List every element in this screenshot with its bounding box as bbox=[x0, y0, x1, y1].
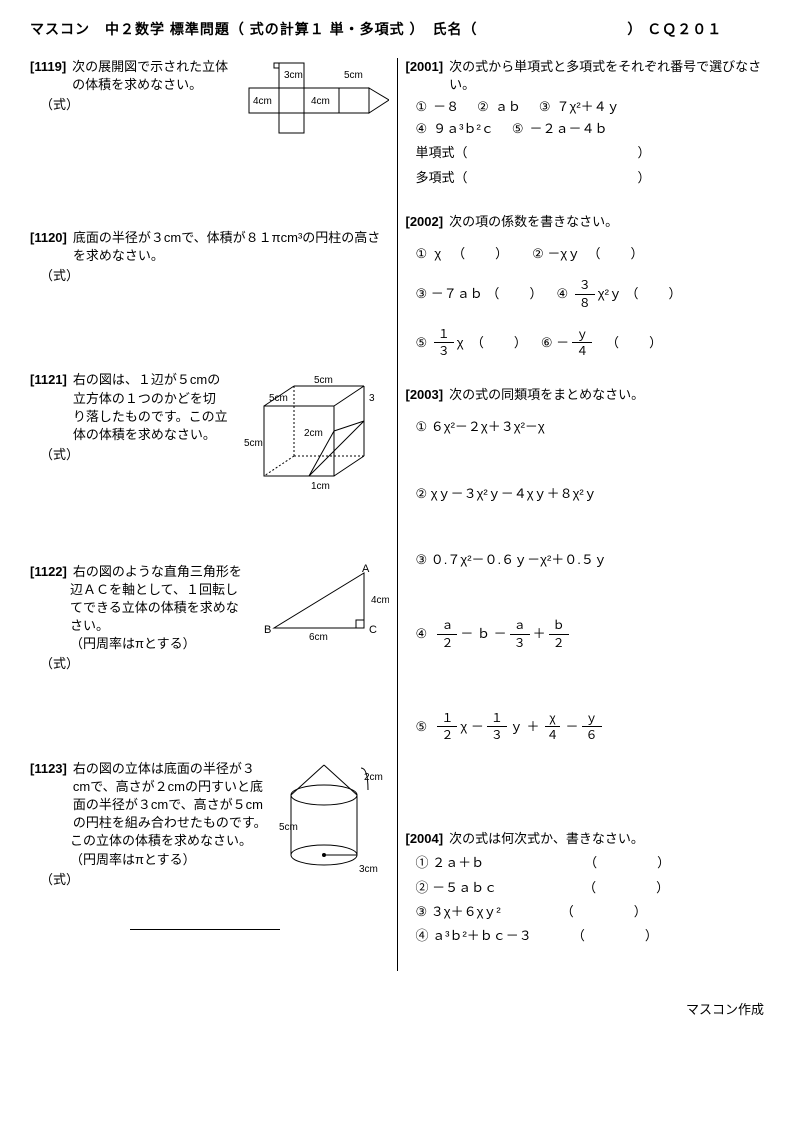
prob-text: 次の式は何次式か、書きなさい。 bbox=[449, 830, 644, 848]
svg-text:6cm: 6cm bbox=[309, 632, 328, 643]
answer-line: 単項式（） bbox=[416, 144, 765, 162]
shiki-label: （式） bbox=[40, 655, 249, 673]
prob-num: [1120] bbox=[30, 229, 67, 247]
svg-text:3cm: 3cm bbox=[359, 864, 378, 875]
figure-1122: A B C 4cm 6cm bbox=[259, 563, 389, 648]
shiki-label: （式） bbox=[40, 446, 229, 464]
figure-1121: 5cm 5cm 5cm 3 2cm 1cm bbox=[239, 371, 389, 496]
answer-line: 多項式（） bbox=[416, 169, 765, 187]
problem-1120: [1120] 底面の半径が３cmで、体積が８１πcm³の円柱の高さを求めなさい。… bbox=[30, 229, 389, 286]
problem-1121: [1121] 右の図は、１辺が５cmの立方体の１つのかどを切り落したものです。こ… bbox=[30, 371, 389, 496]
prob-num: [1119] bbox=[30, 58, 66, 76]
shiki-label: （式） bbox=[40, 96, 229, 114]
header-close-paren: ） bbox=[627, 21, 642, 37]
left-column: [1119] 次の展開図で示された立体の体積を求めなさい。 （式） bbox=[30, 58, 389, 972]
prob-text-cont: 辺ＡＣを軸として、１回転してできる立体の体積を求めなさい。 bbox=[70, 581, 249, 636]
svg-text:4cm: 4cm bbox=[253, 96, 272, 107]
shiki-label: （式） bbox=[40, 267, 389, 285]
header-title: マスコン 中２数学 標準問題（ 式の計算１ 単・多項式 ） 氏名（ bbox=[30, 21, 478, 37]
svg-text:3: 3 bbox=[369, 393, 375, 404]
prob-num: [1121] bbox=[30, 371, 67, 389]
prob-num: [2001] bbox=[406, 58, 444, 76]
option-row: ③ ３χ＋６χｙ²（） bbox=[416, 903, 765, 921]
svg-text:5cm: 5cm bbox=[314, 375, 333, 386]
prob-text: 右の図は、１辺が５cmの立方体の１つのかどを切り落したものです。この立体の体積を… bbox=[73, 371, 229, 444]
answer-line bbox=[130, 929, 280, 930]
column-divider bbox=[397, 58, 398, 972]
prob-text: 右の図の立体は底面の半径が３cmで、高さが２cmの円すいと底面の半径が３cmで、… bbox=[73, 760, 269, 833]
equation: ② χｙ－３χ²ｙ－４χｙ＋８χ²ｙ bbox=[416, 485, 765, 503]
prob-text: 右の図のような直角三角形を bbox=[73, 563, 242, 581]
equation: ③ ０.７χ²－０.６ｙ－χ²＋０.５ｙ bbox=[416, 551, 765, 569]
problem-1123: [1123] 右の図の立体は底面の半径が３cmで、高さが２cmの円すいと底面の半… bbox=[30, 760, 389, 889]
prob-text: 次の展開図で示された立体の体積を求めなさい。 bbox=[72, 58, 228, 94]
right-column: [2001] 次の式から単項式と多項式をそれぞれ番号で選びなさい。 ①－８ ②ａ… bbox=[406, 58, 765, 972]
problem-2002: [2002] 次の項の係数を書きなさい。 ① χ （） ② －χｙ （） ③ －… bbox=[406, 213, 765, 361]
equation: ① ６χ²－２χ＋３χ²－χ bbox=[416, 418, 765, 436]
svg-text:3cm: 3cm bbox=[284, 70, 303, 81]
prob-num: [2002] bbox=[406, 213, 444, 231]
svg-text:A: A bbox=[362, 563, 370, 575]
options-row: ④９ａ³ｂ²ｃ ⑤－２ａ－４ｂ bbox=[416, 120, 765, 138]
figure-1119: 3cm 5cm 4cm 4cm bbox=[239, 58, 389, 143]
prob-text-cont2: （円周率はπとする） bbox=[70, 635, 249, 653]
prob-text: 次の項の係数を書きなさい。 bbox=[449, 213, 618, 231]
option-pair: ① χ （） ② －χｙ （） bbox=[416, 245, 765, 263]
options-row: ①－８ ②ａｂ ③７χ²＋４ｙ bbox=[416, 98, 765, 116]
svg-text:B: B bbox=[264, 624, 271, 636]
svg-text:4cm: 4cm bbox=[311, 96, 330, 107]
svg-text:2cm: 2cm bbox=[304, 428, 323, 439]
prob-num: [1122] bbox=[30, 563, 67, 581]
option-pair: ⑤ １３χ （） ⑥ －ｙ４ （） bbox=[416, 326, 765, 361]
columns: [1119] 次の展開図で示された立体の体積を求めなさい。 （式） bbox=[30, 58, 764, 972]
figure-1123: 2cm 5cm 3cm bbox=[279, 760, 389, 885]
prob-num: [1123] bbox=[30, 760, 67, 778]
svg-text:4cm: 4cm bbox=[371, 595, 389, 606]
option-row: ② －５ａｂｃ（） bbox=[416, 879, 765, 897]
shiki-label: （式） bbox=[40, 871, 269, 889]
svg-text:5cm: 5cm bbox=[344, 70, 363, 81]
problem-2004: [2004] 次の式は何次式か、書きなさい。 ① ２ａ＋ｂ（） ② －５ａｂｃ（… bbox=[406, 830, 765, 945]
prob-num: [2003] bbox=[406, 386, 444, 404]
option-row: ① ２ａ＋ｂ（） bbox=[416, 854, 765, 872]
option-row: ④ ａ³ｂ²＋ｂｃ－３（） bbox=[416, 927, 765, 945]
svg-text:5cm: 5cm bbox=[244, 438, 263, 449]
prob-text-cont: この立体の体積を求めなさい。 bbox=[70, 832, 269, 850]
problem-2001: [2001] 次の式から単項式と多項式をそれぞれ番号で選びなさい。 ①－８ ②ａ… bbox=[406, 58, 765, 187]
prob-text: 次の式の同類項をまとめなさい。 bbox=[449, 386, 644, 404]
prob-text: 次の式から単項式と多項式をそれぞれ番号で選びなさい。 bbox=[449, 58, 764, 94]
prob-text-cont2: （円周率はπとする） bbox=[70, 851, 269, 869]
problem-1119: [1119] 次の展開図で示された立体の体積を求めなさい。 （式） bbox=[30, 58, 389, 143]
header-code: ＣＱ２０１ bbox=[647, 21, 722, 37]
svg-text:5cm: 5cm bbox=[269, 393, 288, 404]
svg-text:5cm: 5cm bbox=[279, 822, 298, 833]
prob-num: [2004] bbox=[406, 830, 444, 848]
problem-1122: [1122] 右の図のような直角三角形を 辺ＡＣを軸として、１回転してできる立体… bbox=[30, 563, 389, 674]
svg-text:C: C bbox=[369, 624, 377, 636]
footer: マスコン作成 bbox=[30, 1001, 764, 1019]
option-pair: ③ －７ａｂ （） ④ ３８χ²ｙ （） bbox=[416, 277, 765, 312]
prob-text: 底面の半径が３cmで、体積が８１πcm³の円柱の高さを求めなさい。 bbox=[73, 229, 389, 265]
svg-text:1cm: 1cm bbox=[311, 481, 330, 491]
equation: ④ ａ２ － ｂ － ａ３ ＋ ｂ２ bbox=[416, 617, 765, 652]
equation: ⑤ １２ χ － １３ ｙ ＋ χ４ － ｙ６ bbox=[416, 710, 765, 745]
problem-2003: [2003] 次の式の同類項をまとめなさい。 ① ６χ²－２χ＋３χ²－χ ② … bbox=[406, 386, 765, 744]
page-header: マスコン 中２数学 標準問題（ 式の計算１ 単・多項式 ） 氏名（ ） ＣＱ２０… bbox=[30, 20, 764, 40]
